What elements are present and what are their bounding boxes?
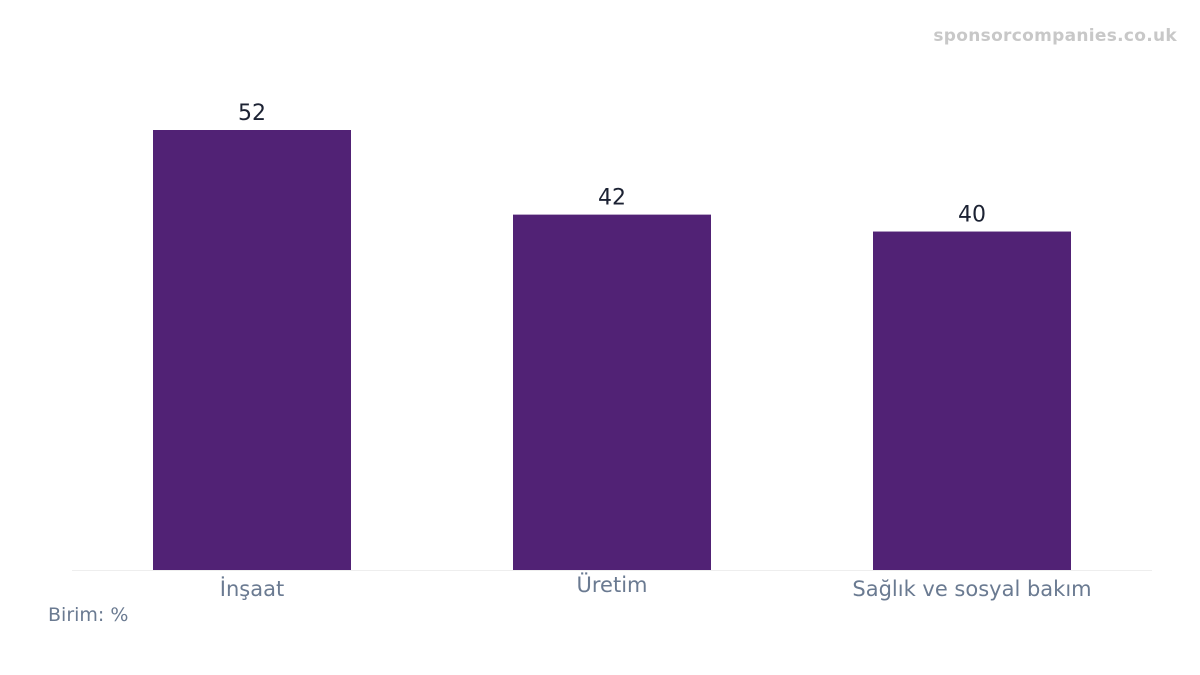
bar-3 (873, 231, 1071, 571)
bar-1 (153, 130, 351, 570)
watermark: sponsorcompanies.co.uk (933, 26, 1177, 46)
value-label-3: 40 (958, 203, 986, 228)
bar-2 (513, 214, 711, 570)
tick-labels-group: İnşaat Üretim Sağlık ve sosyal bakım (220, 572, 1092, 601)
value-label-2: 42 (598, 186, 626, 211)
category-label-2: Üretim (577, 572, 648, 597)
bars-group (153, 130, 1071, 571)
category-label-3: Sağlık ve sosyal bakım (852, 577, 1091, 601)
unit-note: Birim: % (48, 604, 129, 626)
value-labels-group: 52 42 40 (238, 101, 986, 228)
value-label-1: 52 (238, 101, 266, 126)
category-label-1: İnşaat (220, 576, 284, 601)
